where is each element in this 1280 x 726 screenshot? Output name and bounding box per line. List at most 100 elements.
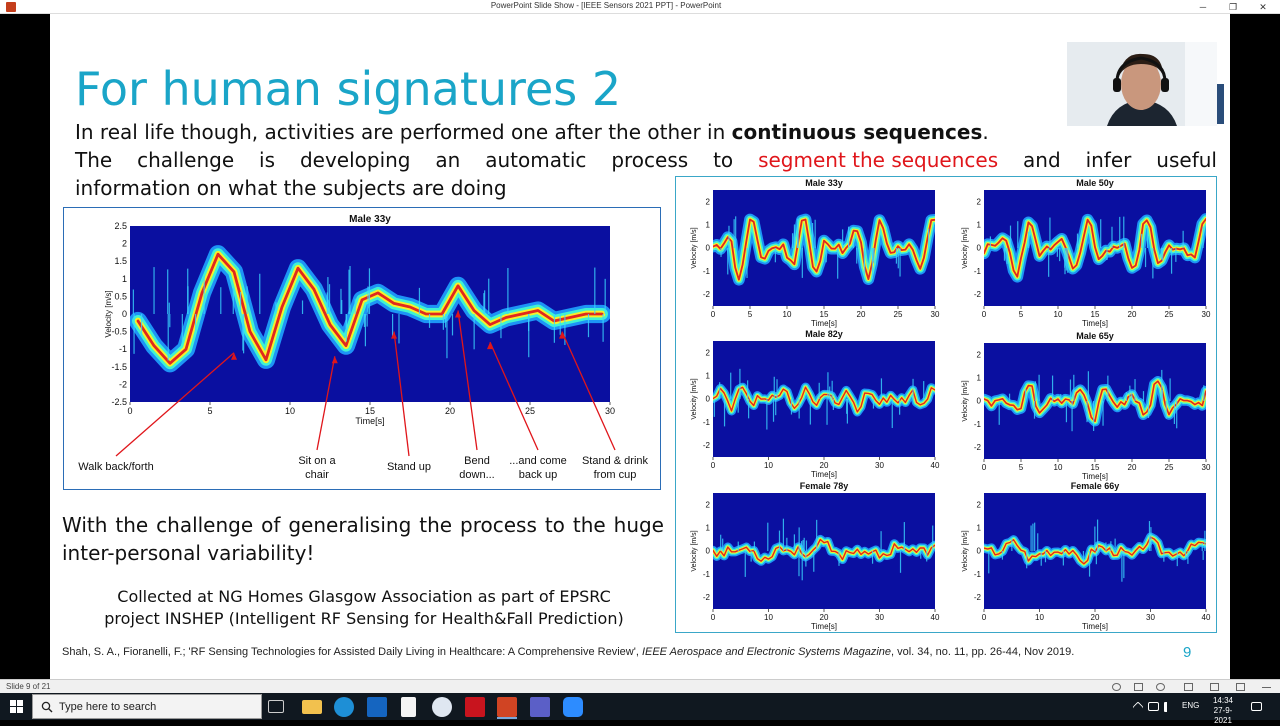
spectrogram-signal [984,213,1206,283]
y-tick-label: -1 [974,420,982,429]
x-tick-label: 5 [207,406,212,416]
spectrogram-title: Female 78y [800,481,849,491]
close-button[interactable]: ✕ [1259,2,1267,12]
network-icon[interactable] [1148,702,1159,711]
x-tick-label: 20 [1128,310,1137,319]
y-tick-label: 2 [706,348,711,357]
task-view-icon[interactable] [268,700,284,713]
restore-button[interactable]: ❐ [1228,2,1238,12]
annotation-arrow [489,341,539,451]
taskbar-search-box[interactable]: Type here to search [32,694,262,719]
y-tick-label: 1 [977,373,982,382]
file-explorer-icon[interactable] [302,700,322,714]
x-tick-label: 5 [1019,463,1024,472]
x-tick-label: 0 [711,310,716,319]
intro-line-2-word: infer [1085,148,1132,172]
intro-line-2-word: useful [1156,148,1217,172]
x-tick-label: 40 [931,613,940,622]
app-circle-icon[interactable] [432,697,452,717]
annotation-arrowhead [559,331,565,339]
window-title: PowerPoint Slide Show - [IEEE Sensors 20… [490,1,722,10]
x-axis-label: Time[s] [1082,622,1108,631]
minimize-button[interactable]: ─ [1199,2,1207,12]
y-tick-label: -0.5 [111,327,127,337]
y-tick-label: 0 [706,547,711,556]
tray-time: 14:34 [1212,696,1234,705]
x-tick-label: 10 [764,461,773,470]
intro-line-2-word: an [435,148,461,172]
intro-line-1-end: . [982,120,989,144]
normal-view-icon[interactable] [1184,683,1193,691]
windows-start-icon[interactable] [10,700,23,713]
y-tick-label: 1 [706,220,711,229]
edge-browser-icon[interactable] [334,697,354,717]
main-spectrogram-panel: Male 33y 0 5 10 15 20 25 30 2.5 2 1.5 1 0.5 0 -0.5 -1 -1… [63,207,661,490]
zoom-slider-icon[interactable] [1262,687,1271,695]
search-icon [41,701,53,713]
x-tick-label: 20 [857,310,866,319]
intro-line-2-word: to [713,148,734,172]
challenge-text: With the challenge of generalising the p… [62,513,664,565]
teams-icon[interactable] [530,697,550,717]
collection-note: Collected at NG Homes Glasgow Associatio… [62,586,666,630]
x-tick-label: 0 [982,310,987,319]
annotation-arrowhead [231,352,237,360]
annotation-label: Sit on a [298,455,336,467]
y-tick-label: -1 [974,570,982,579]
main-spectrogram: Male 33y 0 5 10 15 20 25 30 2.5 2 1.5 1 0.5 0 -0.5 -1 -1… [78,214,649,481]
notepad-icon[interactable] [401,697,416,717]
slide-sorter-icon[interactable] [1134,683,1143,691]
y-tick-label: 2 [977,197,982,206]
powerpoint-taskbar-icon[interactable] [497,697,517,717]
signal-band-red [984,218,1206,278]
slide[interactable]: For human signatures 2 In real life thou… [50,14,1230,679]
annotation-label: Stand & drink [582,455,649,467]
tray-clock[interactable]: 14:34 27-9-2021 [1206,696,1240,726]
y-tick-label: -1 [703,267,711,276]
notifications-icon[interactable] [1251,702,1262,711]
y-tick-label: 0 [977,397,982,406]
grid-view-icon[interactable] [1210,683,1219,691]
slideshow-statusbar: Slide 9 of 21 [0,679,1280,693]
slide-page-number: 9 [1183,644,1192,661]
tray-chevron-up-icon[interactable] [1132,701,1144,713]
y-tick-label: 0 [706,244,711,253]
tray-language[interactable]: ENG [1182,701,1200,710]
next-slide-icon[interactable] [1156,683,1165,691]
zoom-app-icon[interactable] [563,697,583,717]
x-tick-label: 20 [1128,463,1137,472]
outlook-icon[interactable] [367,697,387,717]
spectrogram-signal [984,369,1206,432]
x-tick-label: 10 [1054,463,1063,472]
citation: Shah, S. A., Fioranelli, F.; 'RF Sensing… [62,646,1170,659]
acrobat-icon[interactable] [465,697,485,717]
x-axis-label: Time[s] [355,416,384,426]
volume-icon[interactable] [1164,702,1174,712]
annotation-label: chair [305,469,329,481]
x-tick-label: 10 [783,310,792,319]
y-tick-label: 2 [977,350,982,359]
annotation-arrowhead [487,342,493,350]
x-tick-label: 30 [1202,310,1211,319]
annotation-label: Stand up [387,461,431,473]
annotation-arrow [316,356,336,451]
y-axis-label: Velocity [m/s] [962,227,969,268]
x-tick-label: 10 [764,613,773,622]
webcam-overlay [1067,42,1217,126]
spectrogram-signal [130,245,610,373]
x-tick-label: 20 [820,613,829,622]
y-tick-label: 0 [977,547,982,556]
y-tick-label: 0.5 [114,291,127,301]
previous-slide-icon[interactable] [1112,683,1121,691]
annotation-arrow [115,352,235,457]
y-tick-label: -1 [703,570,711,579]
reading-view-icon[interactable] [1236,683,1245,691]
intro-line-2: The challenge is developing an automatic proce… [75,148,1217,172]
signal-band-red [713,386,935,413]
annotation-label: Walk back/forth [78,461,153,473]
y-axis-label: Velocity [m/s] [691,530,698,571]
